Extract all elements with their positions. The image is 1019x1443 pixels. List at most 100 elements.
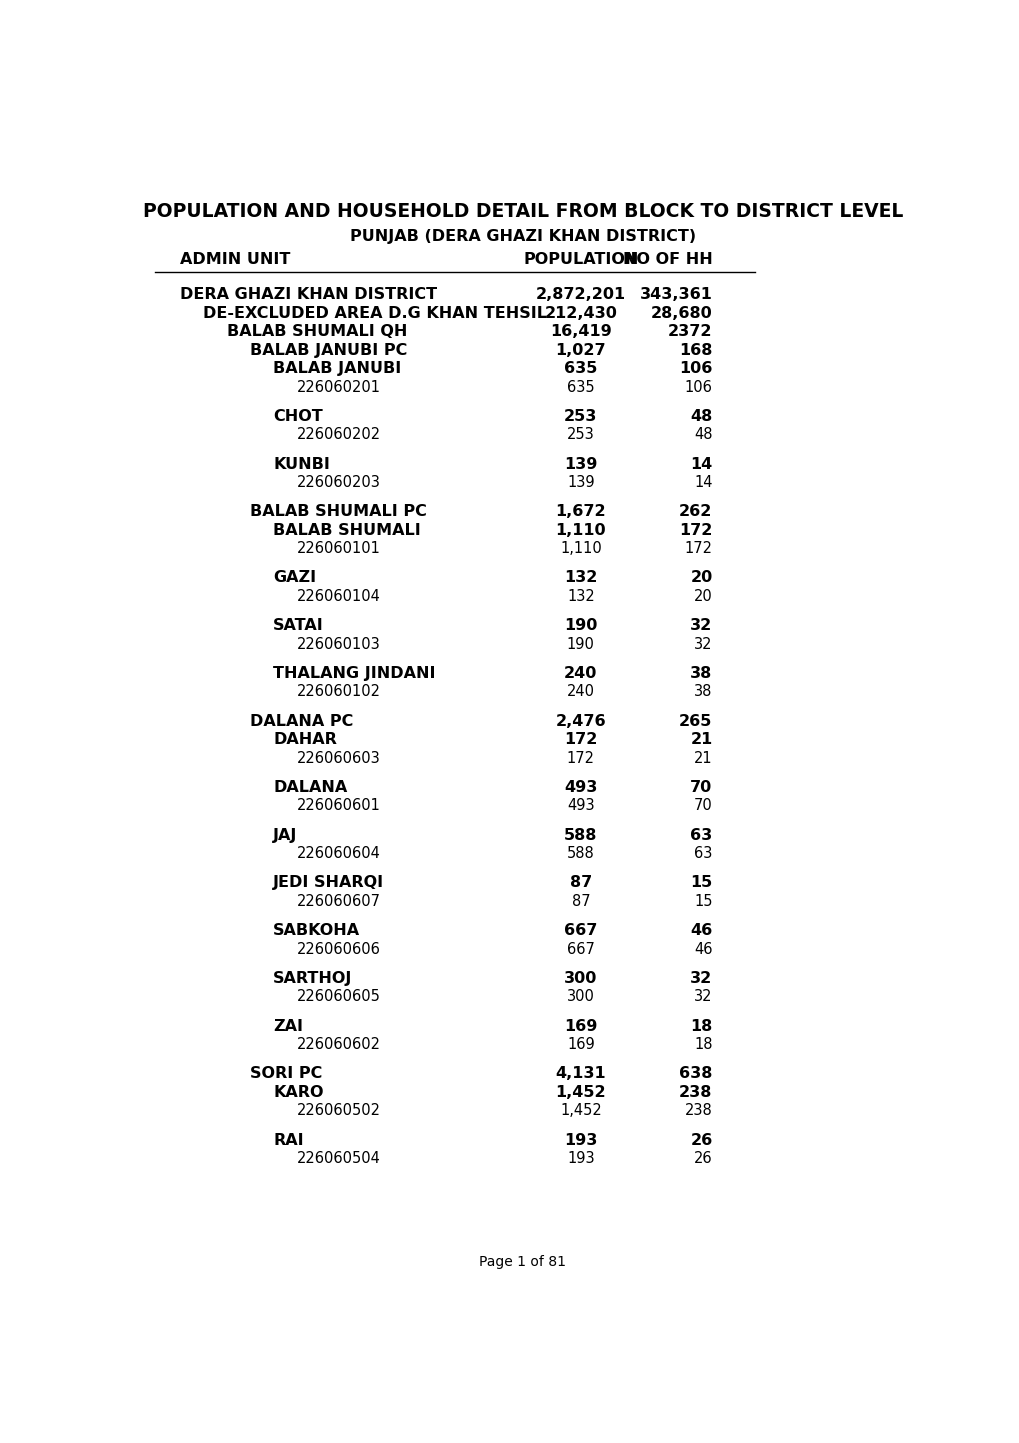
Text: SORI PC: SORI PC bbox=[250, 1066, 322, 1081]
Text: 4,131: 4,131 bbox=[555, 1066, 605, 1081]
Text: 193: 193 bbox=[564, 1133, 597, 1147]
Text: 1,110: 1,110 bbox=[555, 522, 605, 538]
Text: THALANG JINDANI: THALANG JINDANI bbox=[273, 667, 435, 681]
Text: 172: 172 bbox=[679, 522, 712, 538]
Text: 300: 300 bbox=[567, 990, 594, 1004]
Text: SABKOHA: SABKOHA bbox=[273, 924, 360, 938]
Text: 635: 635 bbox=[567, 380, 594, 394]
Text: 21: 21 bbox=[690, 732, 712, 747]
Text: 46: 46 bbox=[690, 924, 712, 938]
Text: 106: 106 bbox=[684, 380, 712, 394]
Text: DALANA PC: DALANA PC bbox=[250, 714, 353, 729]
Text: 343,361: 343,361 bbox=[639, 287, 712, 302]
Text: 638: 638 bbox=[679, 1066, 712, 1081]
Text: 172: 172 bbox=[564, 732, 597, 747]
Text: 238: 238 bbox=[679, 1085, 712, 1100]
Text: 63: 63 bbox=[690, 828, 712, 843]
Text: 253: 253 bbox=[564, 408, 597, 424]
Text: 32: 32 bbox=[690, 618, 712, 633]
Text: 28,680: 28,680 bbox=[650, 306, 712, 320]
Text: RAI: RAI bbox=[273, 1133, 304, 1147]
Text: 226060202: 226060202 bbox=[297, 427, 380, 442]
Text: POPULATION AND HOUSEHOLD DETAIL FROM BLOCK TO DISTRICT LEVEL: POPULATION AND HOUSEHOLD DETAIL FROM BLO… bbox=[143, 202, 902, 221]
Text: ZAI: ZAI bbox=[273, 1019, 303, 1033]
Text: BALAB SHUMALI: BALAB SHUMALI bbox=[273, 522, 421, 538]
Text: 1,452: 1,452 bbox=[559, 1104, 601, 1118]
Text: 226060203: 226060203 bbox=[297, 475, 380, 491]
Text: PUNJAB (DERA GHAZI KHAN DISTRICT): PUNJAB (DERA GHAZI KHAN DISTRICT) bbox=[350, 228, 695, 244]
Text: 20: 20 bbox=[690, 570, 712, 586]
Text: 132: 132 bbox=[567, 589, 594, 605]
Text: KUNBI: KUNBI bbox=[273, 456, 330, 472]
Text: 87: 87 bbox=[570, 876, 591, 890]
Text: 226060103: 226060103 bbox=[297, 636, 380, 652]
Text: 32: 32 bbox=[694, 636, 712, 652]
Text: 2,872,201: 2,872,201 bbox=[535, 287, 626, 302]
Text: DERA GHAZI KHAN DISTRICT: DERA GHAZI KHAN DISTRICT bbox=[180, 287, 437, 302]
Text: 226060102: 226060102 bbox=[297, 684, 380, 700]
Text: 265: 265 bbox=[679, 714, 712, 729]
Text: 493: 493 bbox=[567, 798, 594, 814]
Text: 172: 172 bbox=[567, 750, 594, 766]
Text: 262: 262 bbox=[679, 504, 712, 519]
Text: 14: 14 bbox=[690, 456, 712, 472]
Text: 139: 139 bbox=[564, 456, 597, 472]
Text: 193: 193 bbox=[567, 1152, 594, 1166]
Text: SATAI: SATAI bbox=[273, 618, 324, 633]
Text: 132: 132 bbox=[564, 570, 597, 586]
Text: 212,430: 212,430 bbox=[544, 306, 616, 320]
Text: 32: 32 bbox=[694, 990, 712, 1004]
Text: ADMIN UNIT: ADMIN UNIT bbox=[180, 253, 290, 267]
Text: 21: 21 bbox=[693, 750, 712, 766]
Text: 1,672: 1,672 bbox=[555, 504, 605, 519]
Text: 226060101: 226060101 bbox=[297, 541, 380, 556]
Text: 226060603: 226060603 bbox=[297, 750, 380, 766]
Text: 18: 18 bbox=[694, 1038, 712, 1052]
Text: 190: 190 bbox=[567, 636, 594, 652]
Text: 139: 139 bbox=[567, 475, 594, 491]
Text: 1,110: 1,110 bbox=[559, 541, 601, 556]
Text: 14: 14 bbox=[694, 475, 712, 491]
Text: 240: 240 bbox=[567, 684, 594, 700]
Text: 106: 106 bbox=[679, 361, 712, 377]
Text: 168: 168 bbox=[679, 342, 712, 358]
Text: 240: 240 bbox=[564, 667, 597, 681]
Text: POPULATION: POPULATION bbox=[523, 253, 638, 267]
Text: 667: 667 bbox=[564, 924, 597, 938]
Text: DALANA: DALANA bbox=[273, 779, 347, 795]
Text: 18: 18 bbox=[690, 1019, 712, 1033]
Text: 38: 38 bbox=[694, 684, 712, 700]
Text: 70: 70 bbox=[693, 798, 712, 814]
Text: 226060504: 226060504 bbox=[297, 1152, 380, 1166]
Text: 226060104: 226060104 bbox=[297, 589, 380, 605]
Text: 635: 635 bbox=[564, 361, 597, 377]
Text: 226060601: 226060601 bbox=[297, 798, 380, 814]
Text: BALAB JANUBI: BALAB JANUBI bbox=[273, 361, 401, 377]
Text: 87: 87 bbox=[571, 893, 590, 909]
Text: CHOT: CHOT bbox=[273, 408, 323, 424]
Text: 300: 300 bbox=[564, 971, 597, 986]
Text: 226060201: 226060201 bbox=[297, 380, 380, 394]
Text: 169: 169 bbox=[567, 1038, 594, 1052]
Text: 238: 238 bbox=[684, 1104, 712, 1118]
Text: 667: 667 bbox=[567, 942, 594, 957]
Text: 16,419: 16,419 bbox=[549, 325, 611, 339]
Text: 38: 38 bbox=[690, 667, 712, 681]
Text: 226060602: 226060602 bbox=[297, 1038, 380, 1052]
Text: 70: 70 bbox=[690, 779, 712, 795]
Text: 169: 169 bbox=[564, 1019, 597, 1033]
Text: 1,452: 1,452 bbox=[555, 1085, 605, 1100]
Text: 48: 48 bbox=[694, 427, 712, 442]
Text: 2372: 2372 bbox=[667, 325, 712, 339]
Text: JAJ: JAJ bbox=[273, 828, 298, 843]
Text: 63: 63 bbox=[694, 846, 712, 861]
Text: JEDI SHARQI: JEDI SHARQI bbox=[273, 876, 384, 890]
Text: 226060502: 226060502 bbox=[297, 1104, 380, 1118]
Text: 226060607: 226060607 bbox=[297, 893, 380, 909]
Text: 32: 32 bbox=[690, 971, 712, 986]
Text: 26: 26 bbox=[693, 1152, 712, 1166]
Text: SARTHOJ: SARTHOJ bbox=[273, 971, 353, 986]
Text: BALAB JANUBI PC: BALAB JANUBI PC bbox=[250, 342, 407, 358]
Text: 1,027: 1,027 bbox=[555, 342, 605, 358]
Text: BALAB SHUMALI QH: BALAB SHUMALI QH bbox=[226, 325, 407, 339]
